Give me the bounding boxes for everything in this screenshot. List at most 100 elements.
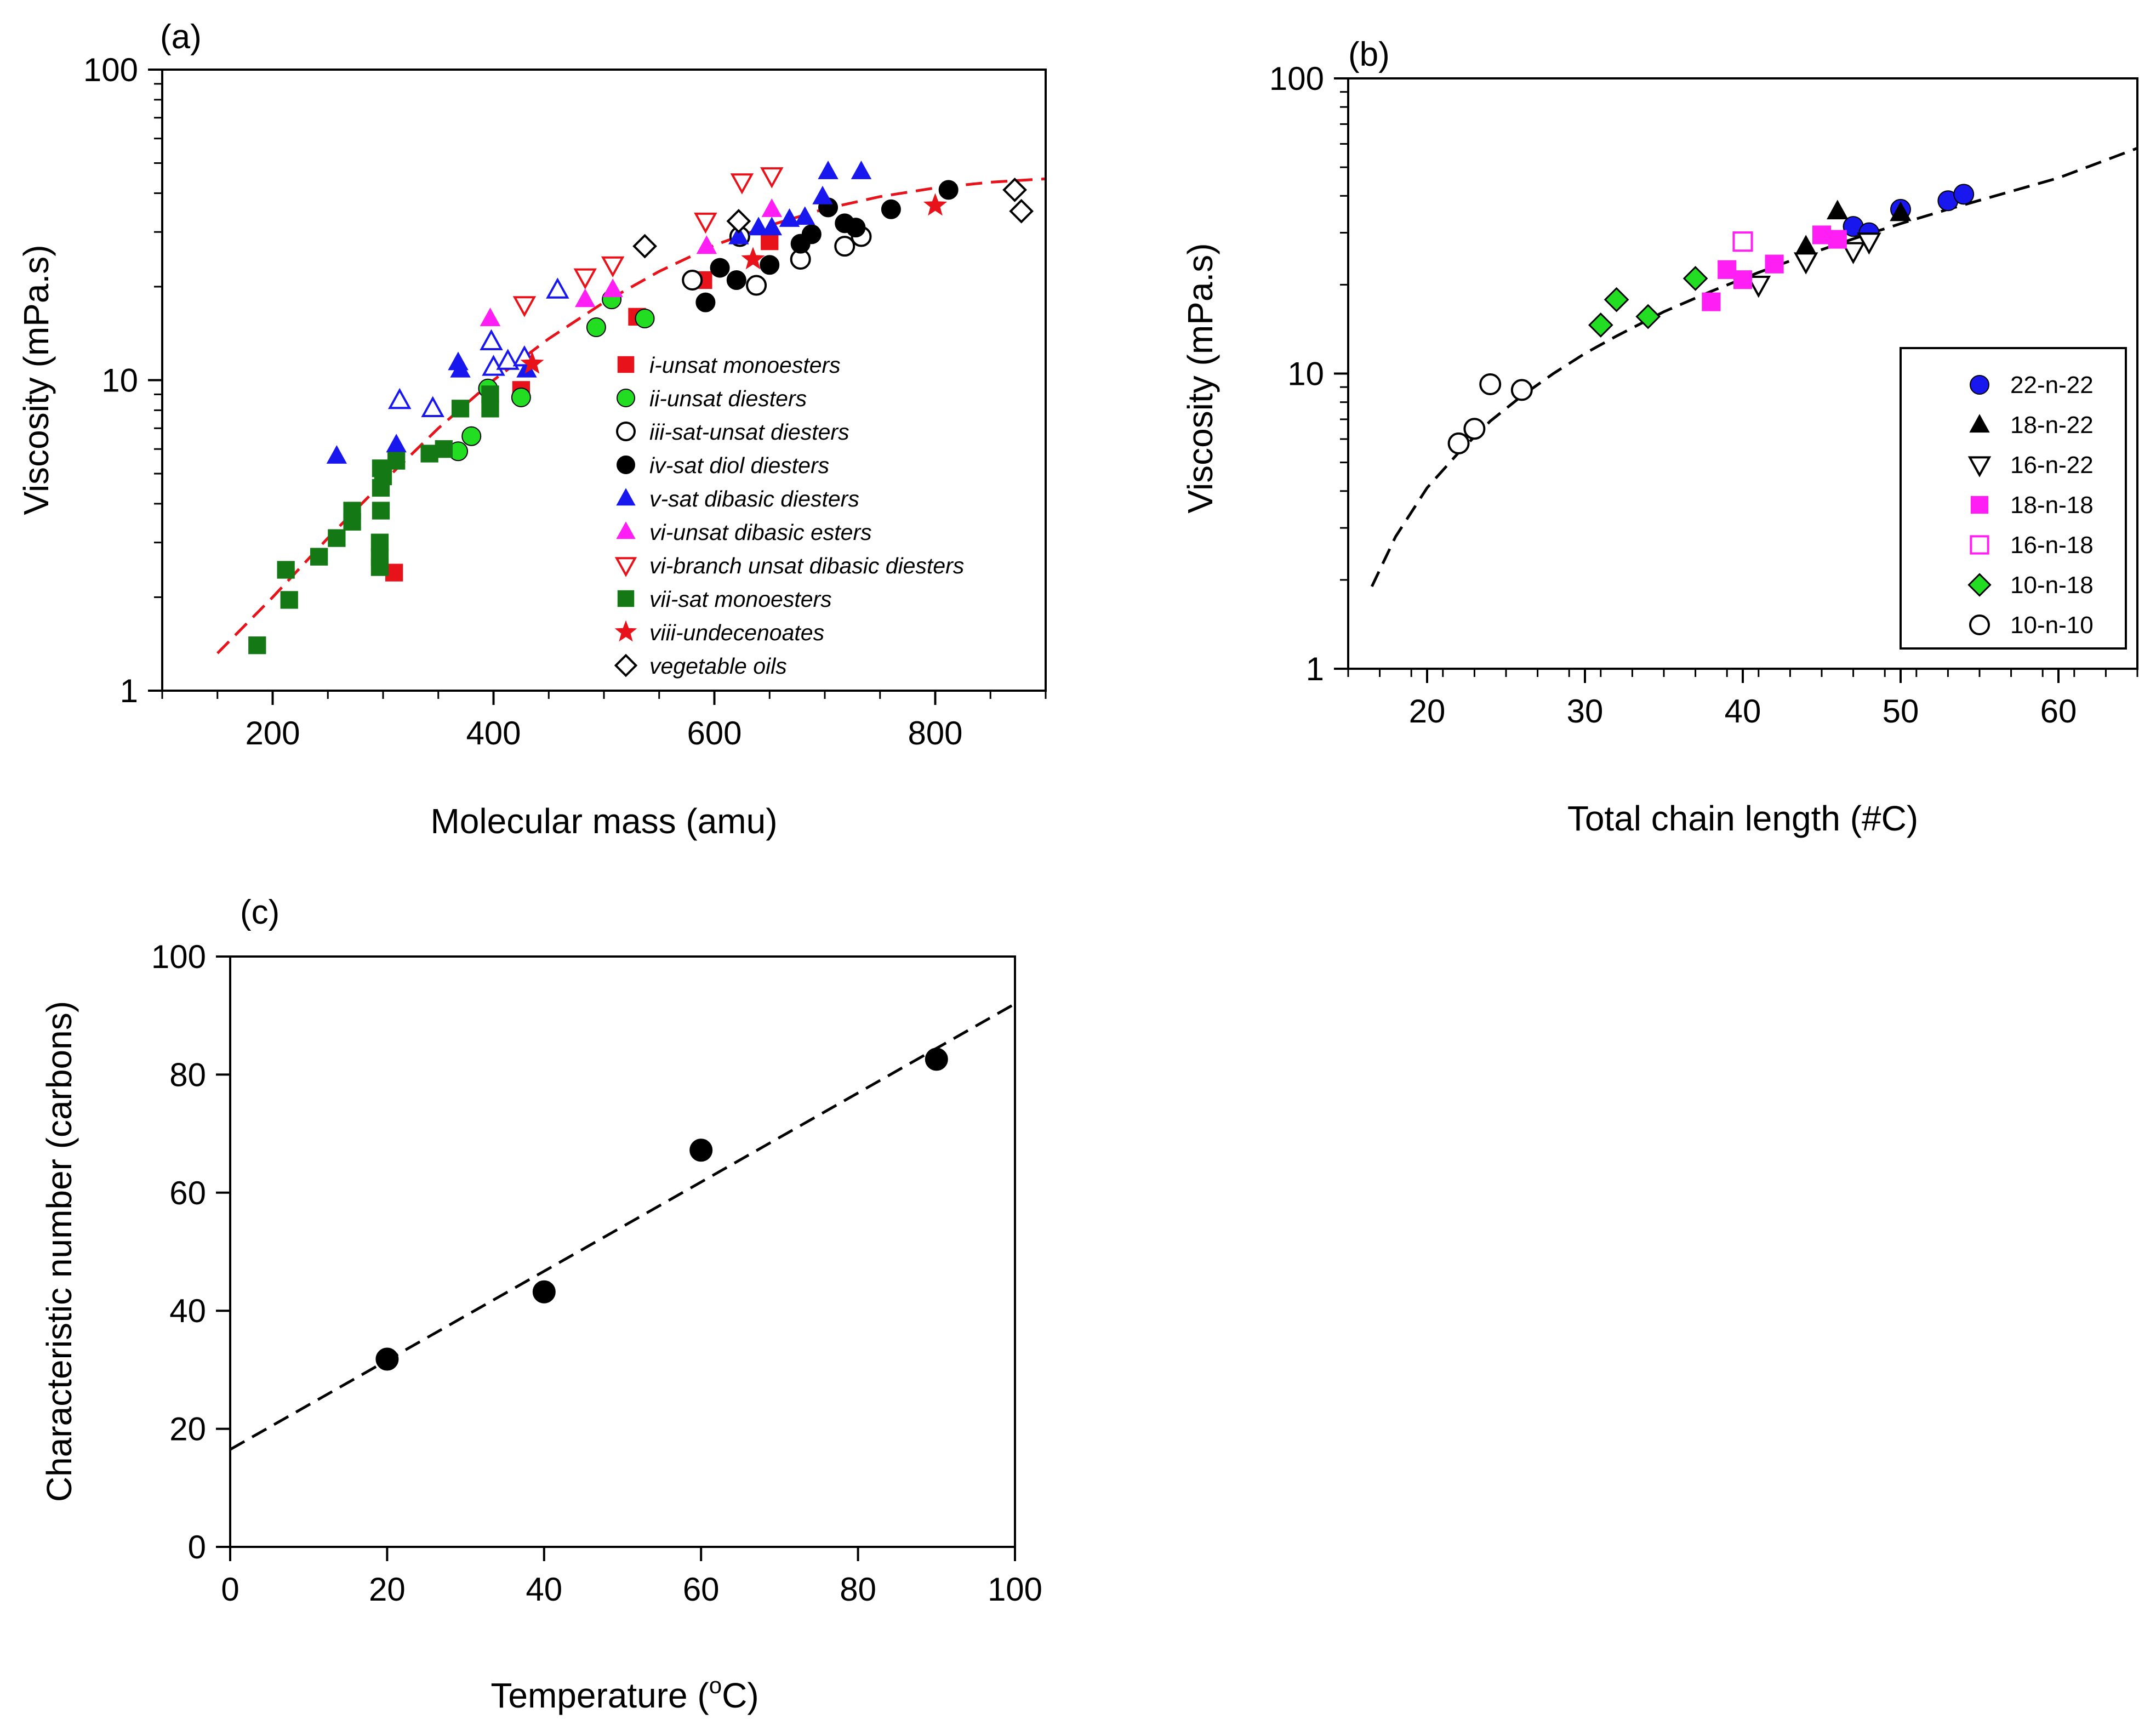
legend-item-ii-unsat-diesters: ii-unsat diesters xyxy=(617,386,807,411)
series-18-n-18 xyxy=(1702,225,1847,311)
data-point-vegetable-oils xyxy=(1009,198,1034,224)
data-point-vii-sat-monoesters xyxy=(387,452,406,470)
a-x-tick-label: 200 xyxy=(245,715,300,752)
legend-marker-vii-sat-monoesters xyxy=(617,590,635,607)
data-point-iv-sat-diol-diesters xyxy=(695,292,716,312)
data-point-10-n-18 xyxy=(1604,287,1629,312)
series-vii-sat-monoesters xyxy=(248,385,499,654)
data-point-vii-sat-monoesters xyxy=(248,636,266,654)
data-point-characteristic-number xyxy=(532,1280,556,1304)
legend-label: vi-unsat dibasic esters xyxy=(649,520,872,545)
panel-b-y-tick-labels: 1 10 100 xyxy=(1269,60,1324,687)
data-point-18-n-22 xyxy=(1827,200,1849,220)
legend-label: 18-n-22 xyxy=(2010,412,2094,439)
data-point-vegetable-oils xyxy=(632,234,657,259)
data-point-v-sat-dibasic-diesters xyxy=(851,161,872,179)
panel-a-label: (a) xyxy=(160,18,202,56)
panel-a-x-axis-label: Molecular mass (amu) xyxy=(430,801,777,841)
legend-item-16-n-18: 16-n-18 xyxy=(1970,532,2094,559)
a-fit-line xyxy=(216,177,1046,654)
a-x-tick-label: 600 xyxy=(687,715,742,752)
data-point-v-sat-dibasic-diesters xyxy=(818,161,839,179)
panel-a: (a) 200 400 600 800 1 10 100 Molecular mass (… xyxy=(16,18,1047,841)
legend-label: 22-n-22 xyxy=(2010,372,2094,399)
data-point-v-sat-dibasic-diesters xyxy=(779,208,800,227)
c-y-tick-label: 80 xyxy=(169,1056,206,1093)
c-y-tick-label: 40 xyxy=(169,1293,206,1329)
panel-b-plot-frame xyxy=(1347,77,2138,670)
c-x-tick-label: 80 xyxy=(840,1571,876,1608)
panel-a-x-tick-labels: 200 400 600 800 xyxy=(245,715,962,752)
panel-c-fit-line xyxy=(229,1003,1016,1451)
legend-item-22-n-22: 22-n-22 xyxy=(1970,372,2094,399)
panel-b-points xyxy=(1447,184,1975,454)
legend-item-vi-unsat-dibasic-esters: vi-unsat dibasic esters xyxy=(616,520,872,545)
legend-item-viii-undecenoates: viii-undecenoates xyxy=(614,620,824,645)
b-y-tick-label: 10 xyxy=(1287,356,1324,392)
data-point-v-sat-dibasic-diesters xyxy=(812,185,833,204)
legend-item-iii-sat-unsat-diesters: iii-sat-unsat diesters xyxy=(616,419,849,445)
legend-item-10-n-10: 10-n-10 xyxy=(1969,612,2094,639)
data-point-v-sat-dibasic-diesters xyxy=(326,445,347,464)
b-x-tick-label: 30 xyxy=(1567,693,1604,730)
c-x-tick-label: 40 xyxy=(526,1571,562,1608)
data-point-v-sat-dibasic-diesters-open xyxy=(482,355,505,376)
legend-item-10-n-18: 10-n-18 xyxy=(1967,572,2094,599)
data-point-iv-sat-diol-diesters xyxy=(760,255,780,275)
data-point-ii-unsat-diesters xyxy=(461,426,482,446)
panel-c-x-axis-label-main: Temperature ( xyxy=(490,1676,709,1715)
c-y-tick-label: 0 xyxy=(188,1529,206,1566)
legend-label: i-unsat monoesters xyxy=(649,352,841,378)
b-x-tick-label: 20 xyxy=(1409,693,1446,730)
legend-label: iii-sat-unsat diesters xyxy=(649,419,849,445)
data-point-v-sat-dibasic-diesters xyxy=(795,206,815,225)
c-x-tick-label: 0 xyxy=(221,1571,239,1608)
series-10-n-18 xyxy=(1588,266,1708,338)
data-point-vi-branch-unsat-dibasic-diesters xyxy=(760,167,784,189)
legend-marker-iii-sat-unsat-diesters xyxy=(616,422,636,441)
legend-label: ii-unsat diesters xyxy=(649,386,807,411)
legend-label: vii-sat monoesters xyxy=(649,587,832,612)
series-18-n-22 xyxy=(1795,200,1912,255)
panel-c-label: (c) xyxy=(240,893,280,931)
data-point-vi-branch-unsat-dibasic-diesters xyxy=(573,268,597,290)
legend-marker-vi-branch-unsat-dibasic-diesters xyxy=(614,557,637,577)
panel-c-x-axis-label-superscript: o xyxy=(709,1672,722,1698)
legend-label: vegetable oils xyxy=(649,653,787,679)
data-point-ii-unsat-diesters xyxy=(586,317,606,338)
panel-b-ticks xyxy=(1334,77,2138,683)
series-v-sat-dibasic-diesters xyxy=(326,161,872,464)
data-point-16-n-22 xyxy=(1857,232,1881,255)
data-point-vegetable-oils xyxy=(726,209,751,234)
data-point-18-n-18 xyxy=(1765,254,1784,274)
data-point-iv-sat-diol-diesters xyxy=(938,180,959,200)
legend-item-18-n-22: 18-n-22 xyxy=(1969,412,2094,439)
data-point-v-sat-dibasic-diesters-open xyxy=(480,329,503,350)
c-x-tick-label: 60 xyxy=(683,1571,720,1608)
data-point-16-n-22 xyxy=(1793,252,1818,275)
data-point-vii-sat-monoesters xyxy=(328,529,346,547)
panel-a-ticks xyxy=(148,69,1047,705)
legend-marker-i-unsat-monoesters xyxy=(617,356,635,373)
data-point-vii-sat-monoesters xyxy=(481,385,499,403)
a-x-tick-label: 800 xyxy=(908,715,962,752)
legend-item-iv-sat-diol-diesters: iv-sat diol diesters xyxy=(617,453,829,478)
data-point-v-sat-dibasic-diesters xyxy=(748,217,769,236)
legend-item-vi-branch-unsat-dibasic-diesters: vi-branch unsat dibasic diesters xyxy=(614,553,964,578)
data-point-vii-sat-monoesters xyxy=(374,467,392,486)
data-point-vi-unsat-dibasic-esters xyxy=(575,288,596,308)
legend-marker-iv-sat-diol-diesters xyxy=(617,456,635,474)
data-point-16-n-18 xyxy=(1732,231,1753,252)
data-point-v-sat-dibasic-diesters-open xyxy=(387,388,412,409)
data-point-iii-sat-unsat-diesters xyxy=(834,236,855,257)
data-point-viii-undecenoates xyxy=(741,247,765,270)
legend-item-18-n-18: 18-n-18 xyxy=(1970,492,2094,519)
data-point-vi-unsat-dibasic-esters xyxy=(480,308,501,327)
data-point-18-n-18 xyxy=(1702,292,1721,311)
c-y-tick-label: 60 xyxy=(169,1175,206,1211)
data-point-10-n-18 xyxy=(1682,266,1708,291)
c-y-tick-label: 20 xyxy=(169,1411,206,1448)
series-vi-branch-unsat-dibasic-diesters xyxy=(512,167,784,317)
c-x-tick-label: 20 xyxy=(369,1571,406,1608)
series-vegetable-oils xyxy=(632,177,1034,259)
